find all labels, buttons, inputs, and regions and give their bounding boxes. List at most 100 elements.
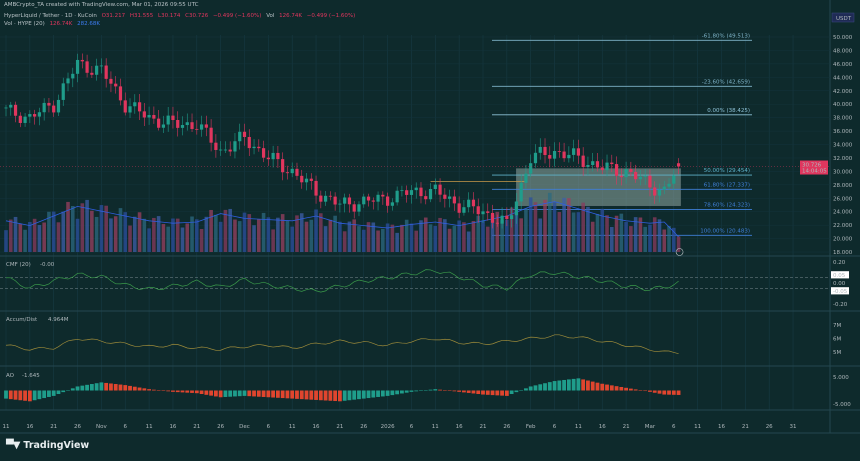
ao-bar	[648, 390, 652, 392]
volume-bar	[476, 215, 481, 252]
ao-bar	[452, 390, 457, 392]
volume-bar	[342, 231, 347, 252]
volume-bar	[466, 231, 471, 252]
candle-body	[328, 195, 332, 197]
candle-body	[524, 173, 528, 183]
ao-bar	[347, 390, 352, 401]
volume-bar	[676, 236, 681, 252]
volume-bar	[214, 214, 218, 252]
volume-bar	[190, 216, 194, 252]
ao-bar	[614, 386, 619, 391]
volume-bar	[237, 221, 242, 252]
ao-bar	[128, 385, 132, 391]
volume-bar	[400, 224, 404, 252]
cmf-legend-label: CMF (20)	[6, 262, 31, 268]
candle-body	[433, 184, 437, 190]
ao-bar	[4, 390, 8, 399]
volume-bar	[261, 212, 266, 252]
volume-bar	[595, 213, 600, 252]
ao-bar	[109, 383, 113, 391]
last-price-countdown: 14:04:05	[802, 169, 827, 175]
ao-bar	[447, 390, 452, 391]
fib-level-label: 61.80% (27.337)	[704, 182, 750, 188]
y-tick-label: 34.000	[833, 143, 853, 149]
volume-bar	[395, 232, 399, 252]
candle-body	[99, 65, 103, 67]
volume-bar	[319, 213, 323, 252]
symbol-legend[interactable]: HyperLiquid / Tether · 1D · KuCoin O31.2…	[4, 13, 358, 20]
candle-body	[610, 162, 614, 165]
ao-bar	[13, 390, 18, 400]
vol-ma-value1: 126.74K	[49, 21, 73, 27]
candle-body	[505, 215, 509, 220]
volume-bar	[581, 202, 585, 252]
volume-bar	[571, 212, 576, 252]
volume-bar	[500, 220, 504, 252]
ao-bar	[676, 390, 681, 395]
fib-level-label: 100.00% (20.483)	[700, 228, 750, 234]
ao-bar	[280, 390, 285, 399]
volume-bar	[314, 209, 318, 252]
candle-body	[514, 201, 518, 216]
ao-bar	[504, 390, 509, 396]
candle-body	[223, 149, 228, 151]
candle-body	[405, 190, 409, 195]
volume-bar	[385, 223, 390, 252]
volume-bar	[547, 192, 552, 252]
volume-bar	[624, 222, 628, 252]
ao-bar	[85, 384, 89, 391]
volume-bar	[276, 217, 280, 252]
candle-body	[90, 72, 94, 75]
x-tick-label: 26	[503, 424, 510, 430]
ao-bar	[671, 390, 676, 395]
candle-body	[252, 146, 256, 149]
symbol-name[interactable]: HyperLiquid / Tether · 1D · KuCoin	[4, 13, 97, 19]
ao-bar	[290, 390, 295, 399]
volume-bar	[242, 212, 247, 252]
fib-level-label: -61.80% (49.513)	[702, 33, 750, 39]
candle-body	[4, 107, 8, 109]
volume-bar	[524, 208, 528, 252]
ao-bar	[32, 390, 37, 401]
x-tick-label: 16	[26, 424, 33, 430]
high-value: H31.555	[129, 13, 154, 19]
candle-body	[438, 184, 442, 195]
candle-body	[109, 78, 113, 84]
volume-legend[interactable]: Vol · HYPE (20) 126.74K 282.68K	[4, 21, 103, 28]
ao-bar	[619, 386, 624, 391]
vol-ma-value2: 282.68K	[77, 21, 101, 27]
last-price-value: 30.726	[802, 163, 822, 169]
ao-bar	[199, 390, 204, 395]
candle-body	[171, 115, 175, 120]
y-tick-label: 20.000	[833, 237, 853, 243]
volume-bar	[137, 212, 142, 252]
volume-bar	[562, 197, 566, 252]
volume-bar	[376, 230, 380, 252]
candle-body	[209, 127, 213, 143]
candle-body	[176, 119, 180, 128]
candle-body	[386, 196, 390, 206]
ao-bar	[586, 380, 590, 391]
candle-body	[519, 182, 523, 202]
volume-bar	[180, 227, 185, 252]
volume-bar	[70, 206, 75, 252]
volume-bar	[609, 226, 614, 252]
x-tick-label: 2026	[381, 424, 395, 430]
ao-bar	[18, 390, 23, 401]
credit-text: AMBCrypto_TA created with TradingView.co…	[4, 2, 199, 8]
candle-body	[195, 128, 199, 130]
candle-body	[581, 155, 585, 167]
vol-value: 126.74K	[279, 13, 303, 19]
candle-body	[548, 155, 552, 159]
candle-body	[152, 115, 156, 119]
candle-body	[552, 151, 557, 159]
volume-bar	[285, 220, 290, 252]
volume-bar	[576, 212, 581, 252]
ao-bar	[433, 389, 438, 391]
candle-body	[333, 196, 337, 205]
ao-bar	[390, 390, 395, 396]
volume-bar	[443, 219, 447, 252]
x-tick-label: 26	[766, 424, 773, 430]
ao-bar	[552, 381, 557, 391]
